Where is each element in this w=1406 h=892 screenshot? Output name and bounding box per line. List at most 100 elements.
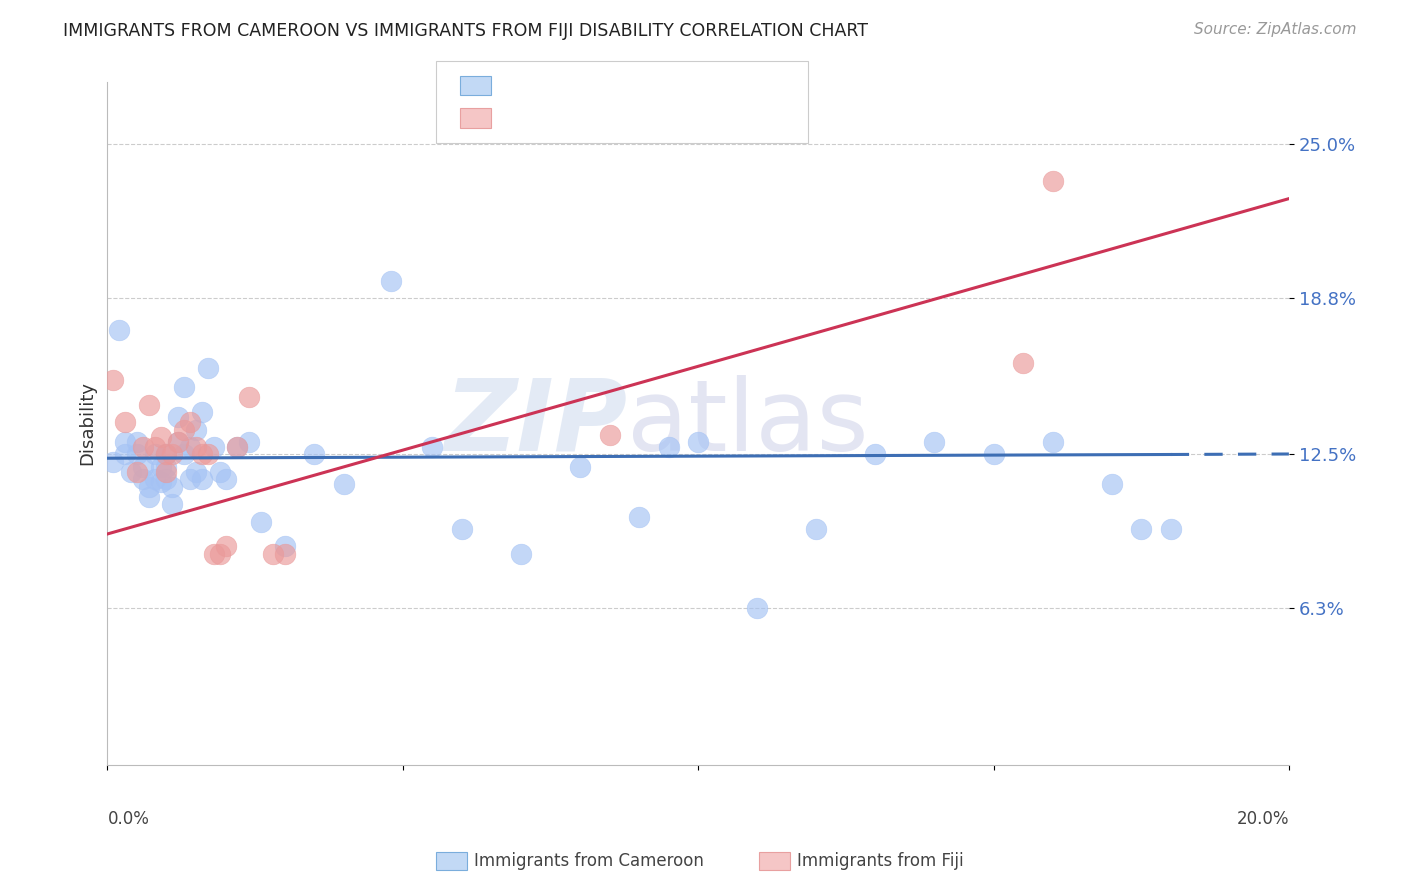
Point [226,440,249,454]
Point [202,547,225,561]
Text: atlas: atlas [627,375,869,472]
Point [420,440,443,454]
Point [143,440,166,454]
Point [120,465,142,479]
Point [149,430,172,444]
Point [143,448,166,462]
Point [273,540,295,554]
Point [214,540,236,554]
Point [599,427,621,442]
Point [114,435,136,450]
Point [1130,522,1153,536]
Point [114,448,136,462]
Point [125,435,148,450]
Point [214,472,236,486]
Point [509,547,531,561]
Point [1101,477,1123,491]
Point [125,465,148,479]
Point [191,472,214,486]
Point [202,440,225,454]
Text: 0.019: 0.019 [544,77,600,95]
Point [628,509,651,524]
Text: R =: R = [505,77,544,95]
Point [208,465,231,479]
Point [162,448,184,462]
Point [132,440,155,454]
Point [983,448,1005,462]
Point [262,547,284,561]
Point [149,475,172,489]
Text: Immigrants from Cameroon: Immigrants from Cameroon [474,852,703,870]
Point [184,423,207,437]
Point [132,472,155,486]
Point [155,465,177,479]
Point [103,373,125,387]
Point [208,547,231,561]
Point [450,522,472,536]
Point [332,477,354,491]
Point [167,410,190,425]
Point [138,398,160,412]
Point [191,448,214,462]
Text: 0.0%: 0.0% [107,810,149,828]
Point [108,323,131,337]
Point [197,360,219,375]
Point [865,448,887,462]
Point [380,274,402,288]
Point [162,497,184,511]
Point [173,423,195,437]
Text: N =: N = [614,77,666,95]
Point [132,459,155,474]
Point [250,515,273,529]
Point [138,490,160,504]
Point [191,405,214,419]
Point [226,440,249,454]
Text: 0.648: 0.648 [544,109,602,127]
Point [162,480,184,494]
Point [197,448,219,462]
Point [149,459,172,474]
Point [238,435,260,450]
Point [806,522,828,536]
Point [179,472,201,486]
Text: IMMIGRANTS FROM CAMEROON VS IMMIGRANTS FROM FIJI DISABILITY CORRELATION CHART: IMMIGRANTS FROM CAMEROON VS IMMIGRANTS F… [63,22,869,40]
Point [138,480,160,494]
Point [658,440,681,454]
Point [302,448,325,462]
Text: Immigrants from Fiji: Immigrants from Fiji [797,852,965,870]
Point [125,448,148,462]
Text: 57: 57 [657,77,682,95]
Point [179,415,201,429]
Point [173,448,195,462]
Text: ZIP: ZIP [444,375,627,472]
Point [184,465,207,479]
Point [155,459,177,474]
Text: R =: R = [505,109,544,127]
Point [103,455,125,469]
Text: 26: 26 [657,109,682,127]
Point [179,440,201,454]
Point [167,435,190,450]
Point [184,440,207,454]
Point [155,472,177,486]
Point [924,435,946,450]
Point [167,435,190,450]
Y-axis label: Disability: Disability [79,382,96,466]
Point [1042,174,1064,188]
Point [1012,355,1035,369]
Point [238,390,260,404]
Point [569,459,592,474]
Point [747,601,769,615]
Point [1160,522,1182,536]
Text: Source: ZipAtlas.com: Source: ZipAtlas.com [1194,22,1357,37]
Point [143,472,166,486]
Point [114,415,136,429]
Point [1042,435,1064,450]
Point [173,380,195,394]
Text: 20.0%: 20.0% [1236,810,1289,828]
Point [273,547,295,561]
Point [688,435,710,450]
Point [155,448,177,462]
Point [155,448,177,462]
Text: N =: N = [614,109,666,127]
